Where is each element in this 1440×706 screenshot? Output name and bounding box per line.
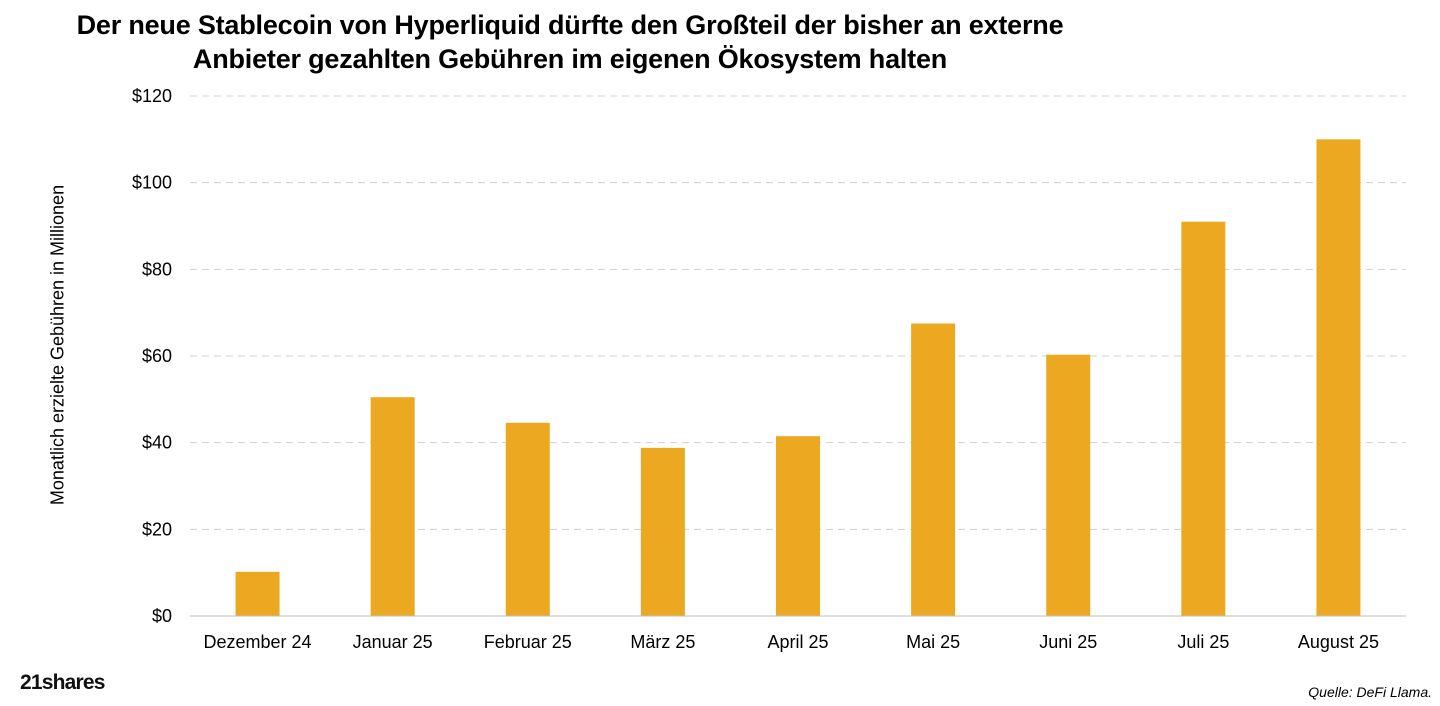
bar <box>370 397 415 616</box>
bar <box>1316 139 1361 617</box>
x-tick-label: Juli 25 <box>1177 632 1229 652</box>
y-tick-label: $120 <box>132 86 172 106</box>
y-tick-label: $20 <box>142 519 172 539</box>
bar <box>640 447 685 616</box>
y-tick-label: $60 <box>142 346 172 366</box>
x-tick-label: März 25 <box>630 632 695 652</box>
source-note: Quelle: DeFi Llama. <box>1308 684 1432 700</box>
chart-title-line-1: Der neue Stablecoin von Hyperliquid dürf… <box>76 10 1064 40</box>
x-tick-label: April 25 <box>767 632 828 652</box>
x-tick-label: Dezember 24 <box>204 632 312 652</box>
brand-logo: 21shares <box>20 671 105 694</box>
bar <box>1046 354 1091 616</box>
bar <box>911 323 956 616</box>
x-tick-label: August 25 <box>1298 632 1379 652</box>
bar <box>1181 221 1226 616</box>
bar <box>505 422 550 616</box>
chart-title-line-2: Anbieter gezahlten Gebühren im eigenen Ö… <box>192 44 948 74</box>
x-tick-label: Januar 25 <box>353 632 433 652</box>
y-tick-label: $40 <box>142 433 172 453</box>
chart-title: Der neue Stablecoin von Hyperliquid dürf… <box>0 8 1140 76</box>
bar <box>776 436 820 616</box>
bar <box>235 571 280 616</box>
x-tick-label: Februar 25 <box>484 632 572 652</box>
y-tick-label: $80 <box>142 259 172 279</box>
y-tick-label: $0 <box>152 606 172 626</box>
x-tick-label: Mai 25 <box>906 632 960 652</box>
y-tick-label: $100 <box>132 173 172 193</box>
x-tick-label: Juni 25 <box>1039 632 1097 652</box>
